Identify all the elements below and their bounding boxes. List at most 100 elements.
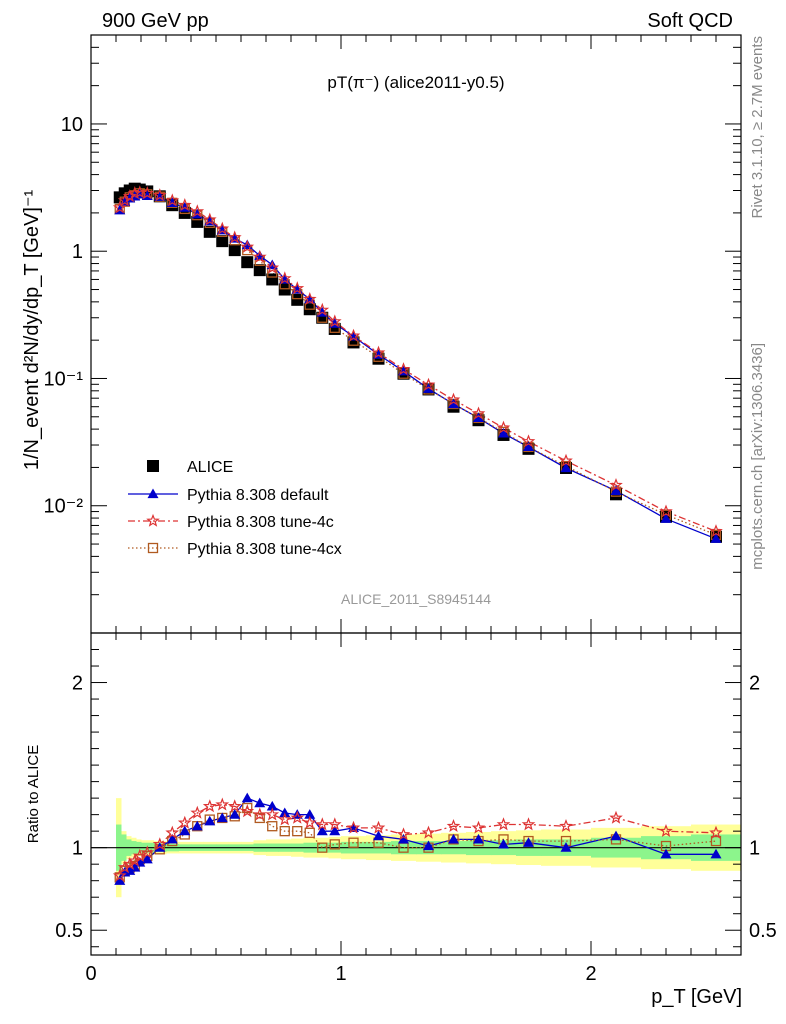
ratio-point-s1-2 — [122, 856, 137, 871]
ratio-point-s1-27 — [496, 817, 511, 831]
main-y-axis-label: 1/N_event d²N/dy/dp_T [GeV]⁻¹ — [21, 190, 43, 471]
header-right: Soft QCD — [647, 10, 733, 32]
ratio-point-s1-23 — [396, 827, 411, 841]
ratio-point-s1-14 — [252, 807, 267, 821]
main-point-s0-17 — [291, 293, 304, 306]
main-point-s2-9 — [190, 204, 205, 218]
ratio-y-tick-label-right: 1 — [749, 838, 760, 860]
main-point-s2-14 — [252, 249, 267, 263]
ratio-point-s0-15 — [266, 800, 278, 811]
ratio-point-s0-24 — [423, 840, 434, 851]
ratio-point-s2-21 — [348, 837, 359, 848]
legend-label-0: ALICE — [187, 459, 233, 476]
main-plot-area — [112, 182, 723, 543]
ratio-point-s0-2 — [124, 865, 136, 875]
main-point-s1-24 — [423, 383, 434, 393]
ratio-point-s1-18 — [302, 815, 317, 829]
ratio-point-s0-10 — [204, 815, 216, 826]
ratio-point-s0-20 — [329, 825, 341, 836]
main-point-s2-19 — [315, 302, 330, 316]
main-point-s2-8 — [177, 197, 192, 212]
ratio-point-s1-16 — [277, 812, 292, 826]
main-point-s2-18 — [302, 291, 317, 306]
ratio-point-s0-18 — [304, 809, 316, 819]
ratio-point-s1-1 — [117, 860, 132, 874]
ratio-point-s1-17 — [290, 810, 305, 824]
legend-marker-0 — [147, 460, 159, 472]
main-point-s0-10 — [203, 225, 216, 238]
ratio-y-tick-label-right: 0.5 — [749, 920, 777, 942]
ratio-point-s2-20 — [329, 839, 340, 850]
ratio-point-s0-26 — [473, 833, 484, 844]
main-y-tick-label: 10 — [61, 114, 83, 136]
ratio-y-tick-label: 2 — [72, 673, 83, 695]
side-label-top: Rivet 3.1.10, ≥ 2.7M events — [749, 36, 766, 219]
ratio-point-s0-7 — [166, 833, 178, 844]
ratio-point-s2-13 — [242, 802, 253, 814]
main-point-s0-16 — [278, 283, 291, 296]
ratio-point-s2-32 — [710, 835, 722, 847]
ratio-point-s1-9 — [190, 805, 205, 819]
main-point-s0-9 — [191, 215, 204, 228]
main-point-s0-14 — [253, 264, 266, 277]
main-point-s2-6 — [152, 188, 167, 202]
legend-marker-1 — [147, 488, 159, 499]
ratio-point-s0-19 — [316, 825, 328, 836]
ratio-panel-frame — [90, 632, 742, 956]
ratio-point-s0-22 — [373, 830, 384, 841]
ratio-axis-ticks: 0.5 0.5 1 1 2 2 0 1 2 — [55, 633, 777, 985]
legend-label-1: Pythia 8.308 default — [187, 487, 329, 504]
ratio-point-s0-3 — [129, 861, 141, 872]
ratio-point-s0-25 — [448, 833, 459, 844]
ratio-point-s0-29 — [560, 842, 572, 852]
legend: ALICE Pythia 8.308 default Pythia 8.308 tu… — [128, 459, 342, 558]
ratio-point-s1-19 — [315, 817, 330, 831]
main-point-s2-26 — [471, 406, 486, 420]
main-point-s1-30 — [610, 485, 622, 495]
main-point-s1-31 — [660, 513, 672, 523]
main-point-s2-25 — [446, 392, 461, 406]
main-point-s2-12 — [227, 230, 242, 244]
ratio-point-s1-30 — [609, 810, 623, 824]
main-point-s2-22 — [371, 345, 386, 359]
ratio-point-s1-10 — [202, 799, 217, 813]
ratio-point-s0-11 — [216, 812, 228, 823]
x-axis-label: p_T [GeV] — [651, 986, 742, 1008]
ratio-point-s1-20 — [327, 817, 342, 831]
ratio-point-s0-9 — [191, 820, 203, 831]
main-point-s1-32 — [710, 533, 722, 543]
main-point-s2-7 — [165, 193, 180, 207]
main-point-s2-11 — [215, 221, 230, 235]
ratio-point-s1-24 — [421, 825, 436, 839]
ratio-point-s1-11 — [215, 797, 230, 811]
ratio-point-s2-16 — [279, 826, 290, 837]
ratio-point-s0-32 — [710, 848, 722, 859]
main-point-s0-13 — [241, 256, 254, 269]
ratio-y-tick-label-right: 2 — [749, 673, 760, 695]
ratio-point-s1-31 — [659, 824, 673, 837]
main-axis-ticks: 10⁻² 10⁻¹ 1 10 — [44, 34, 742, 634]
ratio-panel: 0.5 0.5 1 1 2 2 0 1 2 Ratio to ALICE p_T [GeV] — [25, 632, 777, 1008]
ratio-point-s1-26 — [471, 820, 486, 834]
main-point-s2-29 — [559, 453, 573, 467]
ratio-point-s1-12 — [227, 799, 242, 813]
main-panel: 10⁻² 10⁻¹ 1 10 pT(π⁻) (alice2011-y0.5) ALIC… — [21, 34, 742, 634]
ratio-plot-area — [91, 792, 741, 898]
main-point-s2-31 — [659, 504, 673, 518]
main-point-s1-25 — [448, 398, 459, 409]
main-line-series-2 — [119, 191, 717, 532]
ratio-point-s2-18 — [304, 827, 315, 838]
ratio-point-s1-13 — [240, 804, 255, 818]
x-tick-label: 1 — [335, 963, 346, 985]
main-point-s2-13 — [240, 239, 255, 253]
ratio-point-s2-14 — [254, 812, 265, 824]
ratio-y-axis-label: Ratio to ALICE — [25, 745, 42, 843]
ratio-point-s1-15 — [265, 807, 280, 821]
main-point-s2-30 — [609, 478, 623, 492]
ratio-point-s0-13 — [241, 792, 253, 803]
ratio-point-s2-15 — [267, 821, 278, 832]
main-point-s2-10 — [202, 212, 217, 226]
plot-title: pT(π⁻) (alice2011-y0.5) — [327, 73, 504, 92]
ratio-point-s1-7 — [165, 825, 180, 839]
main-point-s2-2 — [122, 189, 137, 203]
